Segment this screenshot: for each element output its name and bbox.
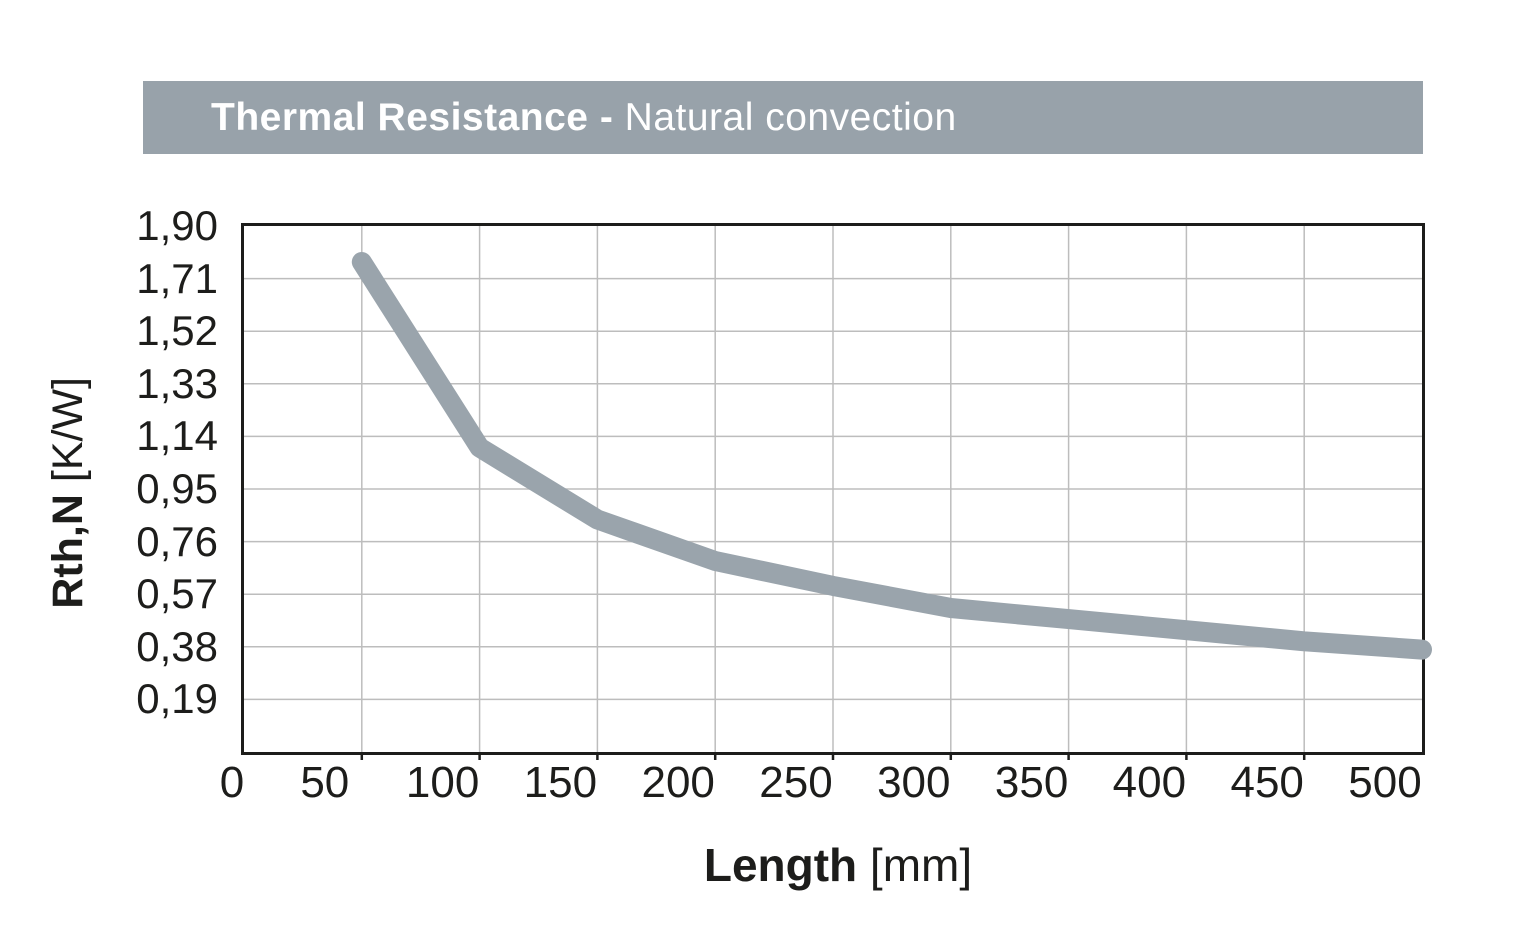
x-axis-title-bold: Length <box>703 839 858 891</box>
x-axis-title-unit: [mm] <box>857 839 973 891</box>
y-tick-labels: 1,90 1,71 1,52 1,33 1,14 0,95 0,76 0,57 0,38 0,19 <box>0 0 222 947</box>
x-tick-label: 50 <box>300 758 350 807</box>
y-tick-label: 0,38 <box>136 622 218 670</box>
y-tick-label: 1,14 <box>136 412 218 460</box>
x-tick-label: 200 <box>641 758 715 807</box>
rth-curve <box>351 252 1432 660</box>
y-tick-label: 1,71 <box>136 254 218 302</box>
y-tick-label: 1,52 <box>136 307 218 355</box>
x-tick-label: 0 <box>219 758 245 807</box>
chart-title: Thermal Resistance - Natural convection <box>211 96 957 140</box>
x-tick-label: 450 <box>1230 758 1304 807</box>
y-tick-label: 0,95 <box>136 465 218 512</box>
x-tick-label: 250 <box>759 758 833 807</box>
x-tick-label: 300 <box>877 758 951 807</box>
x-tick-label: 500 <box>1348 758 1422 807</box>
x-tick-label: 150 <box>523 758 598 807</box>
y-tick-label: 0,19 <box>136 675 218 723</box>
y-tick-label: 1,33 <box>136 359 218 407</box>
chart-title-regular: Natural convection <box>624 95 957 139</box>
x-tick-label: 400 <box>1112 758 1187 807</box>
chart-title-bold: Thermal Resistance - <box>211 95 625 139</box>
y-tick-label: 0,76 <box>136 517 218 565</box>
title-banner: Thermal Resistance - Natural convection <box>143 81 1423 154</box>
y-tick-label: 1,90 <box>136 202 218 249</box>
x-tick-label: 100 <box>405 758 480 807</box>
y-tick-label: 0,57 <box>136 570 218 618</box>
chart-canvas <box>244 226 1432 760</box>
x-axis-title: Length [mm] <box>704 838 972 892</box>
plot-area <box>241 223 1432 760</box>
x-tick-label: 350 <box>994 758 1069 807</box>
